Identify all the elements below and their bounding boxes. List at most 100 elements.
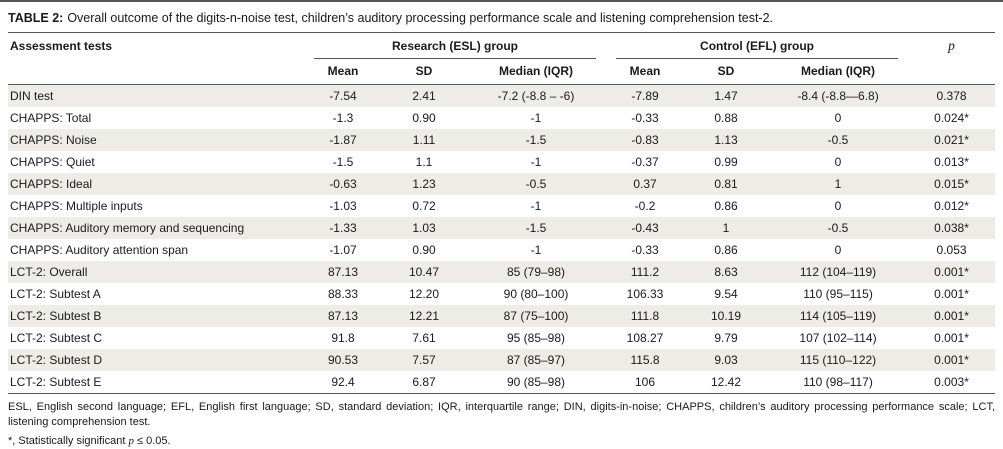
value-cell: 0 xyxy=(834,243,842,257)
value-cell: 111.2 xyxy=(606,261,685,283)
value-cell: 0.038* xyxy=(908,217,996,239)
assessment-test-name: LCT-2: Overall xyxy=(8,261,304,283)
assessment-test-name: CHAPPS: Multiple inputs xyxy=(10,199,143,213)
value-cell: 87 (85–97) xyxy=(466,349,607,371)
group-header-row: Assessment tests Research (ESL) group Co… xyxy=(8,33,996,85)
assessment-test-name: LCT-2: Subtest B xyxy=(8,305,304,327)
table-row: LCT-2: Subtest E 92.4 6.87 90 (85–98) 106 12.… xyxy=(8,371,996,394)
assessment-test-name: CHAPPS: Quiet xyxy=(10,155,95,169)
footnote-significance: *, Statistically significant p ≤ 0.05. xyxy=(8,434,995,449)
value-cell: 1 xyxy=(684,217,769,239)
results-table: Assessment tests Research (ESL) group Co… xyxy=(8,33,996,394)
sub-header-row: Mean SD Median (IQR) Mean SD Median (IQR… xyxy=(8,59,995,85)
value-cell: 7.61 xyxy=(412,331,436,345)
assessment-test-name: CHAPPS: Ideal xyxy=(8,173,304,195)
value-cell: 0.72 xyxy=(412,199,436,213)
value-cell: -0.5 xyxy=(768,217,909,239)
research-group-label: Research (ESL) group xyxy=(314,39,597,59)
value-cell: 0.053 xyxy=(936,243,967,257)
value-cell: 0.86 xyxy=(714,243,738,257)
value-cell: 1.47 xyxy=(684,84,769,107)
value-cell: -1 xyxy=(530,111,542,125)
assessment-test-name: DIN test xyxy=(8,84,304,107)
value-cell: 0.37 xyxy=(606,173,685,195)
value-cell: 10.19 xyxy=(684,305,769,327)
value-cell: 7.57 xyxy=(382,349,466,371)
value-cell: 9.54 xyxy=(714,287,738,301)
value-cell: 90 (85–98) xyxy=(466,371,607,394)
value-cell: -0.5 xyxy=(768,129,909,151)
column-header-control-sd: SD xyxy=(684,59,769,85)
value-cell: -1.03 xyxy=(329,199,357,213)
value-cell: 0 xyxy=(834,111,842,125)
value-cell: 8.63 xyxy=(684,261,769,283)
value-cell: 106 xyxy=(606,371,685,394)
value-cell: 85 (79–98) xyxy=(466,261,607,283)
assessment-test-name: LCT-2: Subtest E xyxy=(8,371,304,394)
value-cell: -0.63 xyxy=(304,173,382,195)
assessment-test-name: CHAPPS: Noise xyxy=(8,129,304,151)
table-row: CHAPPS: Total -1.3 0.90 -1 -0.33 0.88 0 0.024* xyxy=(8,107,995,129)
value-cell: -0.33 xyxy=(631,111,659,125)
value-cell: 1.11 xyxy=(382,129,466,151)
value-cell: 0.001* xyxy=(908,305,996,327)
value-cell: 92.4 xyxy=(304,371,382,394)
column-header-assessment-tests: Assessment tests xyxy=(8,33,304,85)
value-cell: 111.8 xyxy=(606,305,685,327)
value-cell: 1.1 xyxy=(415,155,433,169)
assessment-test-name: LCT-2: Subtest A xyxy=(10,287,101,301)
value-cell: 95 (85–98) xyxy=(506,331,566,345)
value-cell: 0.99 xyxy=(714,155,738,169)
table-row: LCT-2: Subtest B 87.13 12.21 87 (75–100) 111… xyxy=(8,305,996,327)
column-header-control-mean: Mean xyxy=(606,59,685,85)
assessment-test-name: CHAPPS: Total xyxy=(10,111,92,125)
value-cell: -1.87 xyxy=(304,129,382,151)
value-cell: -1.3 xyxy=(332,111,354,125)
value-cell: -1.5 xyxy=(466,129,607,151)
column-header-control-group: Control (EFL) group xyxy=(606,33,908,59)
footnote-significance-threshold: ≤ 0.05. xyxy=(133,434,171,447)
value-cell: -1 xyxy=(530,243,542,257)
value-cell: 12.42 xyxy=(684,371,769,394)
value-cell: 0.024* xyxy=(934,111,969,125)
value-cell: 0.001* xyxy=(908,349,996,371)
table-caption: Overall outcome of the digits-n-noise te… xyxy=(67,11,774,25)
value-cell: -1.5 xyxy=(466,217,607,239)
value-cell: 0 xyxy=(834,155,842,169)
value-cell: -0.37 xyxy=(631,155,659,169)
value-cell: 0.001* xyxy=(908,261,996,283)
value-cell: -7.54 xyxy=(304,84,382,107)
value-cell: 0.90 xyxy=(412,111,436,125)
value-cell: -7.2 (-8.8 – -6) xyxy=(466,84,607,107)
table-row: LCT-2: Subtest A 88.33 12.20 90 (80–100) 106… xyxy=(8,283,995,305)
column-header-research-group: Research (ESL) group xyxy=(304,33,606,59)
table-row: LCT-2: Overall 87.13 10.47 85 (79–98) 111.2 8… xyxy=(8,261,996,283)
value-cell: 110 (95–115) xyxy=(803,287,873,301)
table-row: DIN test -7.54 2.41 -7.2 (-8.8 – -6) -7.89 1.… xyxy=(8,84,996,107)
value-cell: 0.378 xyxy=(908,84,996,107)
value-cell: 0.86 xyxy=(714,199,738,213)
value-cell: -0.83 xyxy=(606,129,685,151)
column-header-p-value: p xyxy=(908,33,996,85)
value-cell: 90 (80–100) xyxy=(503,287,569,301)
value-cell: -8.4 (-8.8—6.8) xyxy=(768,84,909,107)
column-header-research-median-iqr: Median (IQR) xyxy=(466,59,607,85)
table-row: LCT-2: Subtest C 91.8 7.61 95 (85–98) 108.27… xyxy=(8,327,995,349)
table-row: CHAPPS: Auditory memory and sequencing -1… xyxy=(8,217,996,239)
table-title: TABLE 2: Overall outcome of the digits-n-… xyxy=(8,7,995,33)
table-row: LCT-2: Subtest D 90.53 7.57 87 (85–97) 115.8… xyxy=(8,349,996,371)
value-cell: -1.33 xyxy=(304,217,382,239)
value-cell: 2.41 xyxy=(382,84,466,107)
value-cell: 114 (105–119) xyxy=(768,305,909,327)
value-cell: 107 (102–114) xyxy=(799,331,877,345)
value-cell: 90.53 xyxy=(304,349,382,371)
value-cell: 106.33 xyxy=(626,287,664,301)
table-body: DIN test -7.54 2.41 -7.2 (-8.8 – -6) -7.89 1.… xyxy=(8,84,996,394)
value-cell: -1 xyxy=(530,199,542,213)
value-cell: 87.13 xyxy=(304,305,382,327)
value-cell: 9.03 xyxy=(684,349,769,371)
control-group-label: Control (EFL) group xyxy=(616,39,899,59)
value-cell: 0 xyxy=(834,199,842,213)
assessment-test-name: CHAPPS: Auditory memory and sequencing xyxy=(8,217,304,239)
